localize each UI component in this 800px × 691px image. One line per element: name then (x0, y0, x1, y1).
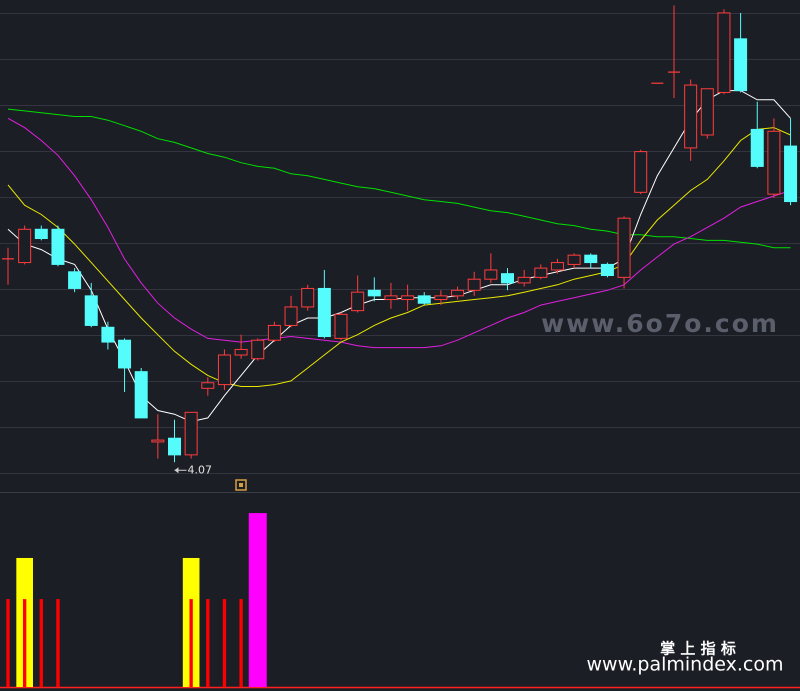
indicator-bar (6, 599, 10, 687)
candle-body (750, 128, 764, 167)
candle-body (84, 295, 98, 326)
candle-body (484, 269, 498, 280)
candle-body (118, 339, 132, 369)
candle-body (634, 151, 648, 193)
candle-body (201, 382, 215, 389)
candle-body (684, 84, 698, 149)
candle-body (617, 217, 631, 278)
candle-body (134, 371, 148, 419)
candle-body (334, 313, 348, 339)
candle-body (301, 287, 315, 308)
candle-body (317, 287, 331, 338)
candle-body (284, 306, 298, 326)
watermark-url: www.palmindex.com (586, 654, 783, 676)
indicator-bar (206, 599, 210, 687)
candle-body (251, 339, 265, 360)
indicator-bar (239, 599, 243, 687)
candle-body (600, 263, 614, 277)
candle-body (168, 437, 181, 456)
low-label: 4.07 (188, 463, 213, 476)
candle-body (184, 411, 198, 456)
candle-body (584, 254, 598, 264)
candle-body (767, 130, 781, 195)
indicator-bar (56, 599, 60, 687)
candle-body (734, 38, 748, 92)
candle-body (567, 254, 581, 265)
candle-body (700, 88, 714, 136)
indicator-bar (189, 599, 193, 687)
candle-body (401, 295, 415, 301)
watermark-brand: 掌 上 指 标 (660, 640, 736, 658)
candle-body (517, 276, 531, 284)
candle-body (267, 324, 281, 341)
candle-body (451, 289, 465, 297)
candle-body (101, 326, 115, 343)
indicator-bar (248, 513, 267, 687)
candle-body (34, 228, 48, 240)
indicator-bar (222, 599, 227, 687)
candle-body (384, 295, 398, 301)
candle-body (417, 295, 431, 304)
candle-body (467, 278, 481, 291)
ma-line (7, 90, 791, 423)
indicator-bar (39, 599, 43, 687)
candle-body (550, 262, 564, 271)
candle-body (434, 295, 448, 301)
price-panel: 4.07 (2, 5, 798, 476)
candle-body (234, 348, 248, 356)
candle-body (51, 228, 65, 265)
panel-icon-dot (239, 483, 243, 487)
indicator-panel (6, 513, 267, 687)
candle-body (68, 271, 82, 289)
watermark-site: www.6o7o.com (541, 309, 779, 338)
ma-line (7, 108, 791, 249)
candle-body (501, 273, 514, 284)
ma-line (7, 117, 791, 349)
candle-body (151, 439, 165, 443)
panel-icon (235, 479, 247, 491)
candle-body (534, 267, 548, 278)
ma-line (7, 127, 791, 387)
candle-body (18, 228, 32, 264)
candle-body (217, 354, 231, 386)
candle-body (351, 291, 365, 312)
candle-body (784, 145, 798, 203)
indicator-bar (22, 599, 27, 687)
candle-body (717, 12, 731, 93)
low-arrow-head (174, 467, 179, 474)
candle-body (367, 289, 381, 297)
